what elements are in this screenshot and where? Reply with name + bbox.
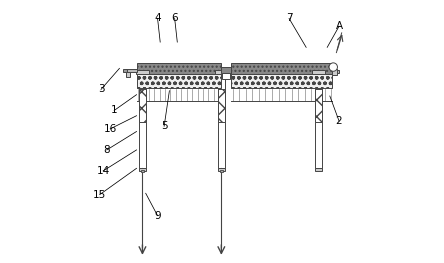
Bar (337, 70, 339, 73)
Circle shape (329, 63, 337, 71)
Bar (218, 74, 225, 168)
Text: 4: 4 (154, 13, 161, 23)
Text: 7: 7 (286, 13, 293, 23)
Text: 9: 9 (154, 211, 161, 221)
Text: 3: 3 (98, 84, 104, 94)
Bar (126, 72, 130, 77)
Bar (215, 70, 227, 74)
Text: 8: 8 (103, 145, 110, 155)
Bar (136, 63, 221, 74)
Bar (231, 74, 333, 88)
Text: 5: 5 (161, 121, 167, 131)
Bar (315, 89, 322, 122)
Bar (315, 168, 322, 171)
Bar (139, 168, 146, 171)
Bar (139, 89, 146, 122)
Text: 15: 15 (93, 190, 106, 200)
Bar (136, 70, 149, 74)
Bar (313, 70, 325, 74)
Bar (219, 170, 223, 172)
Text: 6: 6 (171, 13, 178, 23)
Bar (126, 69, 136, 72)
Bar (221, 67, 231, 73)
Text: 14: 14 (96, 166, 110, 176)
Bar (231, 63, 333, 74)
Bar (139, 74, 146, 168)
Text: 1: 1 (111, 105, 118, 115)
Text: A: A (336, 21, 343, 31)
Bar (333, 69, 337, 75)
Bar (315, 74, 322, 168)
Bar (123, 69, 127, 72)
Text: 16: 16 (103, 124, 117, 134)
Bar (136, 74, 221, 88)
Bar (141, 170, 144, 172)
Text: 2: 2 (336, 116, 342, 126)
Bar (218, 89, 225, 122)
Bar (218, 168, 225, 171)
Bar (222, 73, 230, 79)
